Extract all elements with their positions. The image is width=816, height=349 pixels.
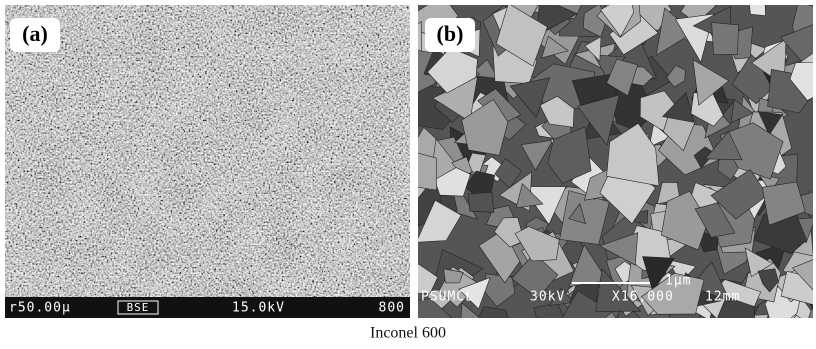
info-text: 12mm — [705, 290, 740, 305]
info-text: X16,000 — [612, 290, 674, 305]
facet — [468, 192, 494, 212]
scale-text: 1μm — [665, 274, 691, 289]
info-text: BSE — [127, 301, 150, 314]
info-text: r50.00μ — [9, 301, 71, 316]
facet — [712, 22, 739, 54]
panel-label: (b) — [437, 21, 464, 46]
panel-b: 1μm PSUMCL 30kV X16,000 12mm (b) — [387, 0, 816, 344]
info-text: 30kV — [530, 290, 565, 305]
info-text: PSUMCL — [421, 290, 474, 305]
panel-a: r50.00μ BSE 15.0kV 800 (a) — [5, 5, 410, 318]
panel-label: (a) — [22, 21, 48, 46]
info-text: 15.0kV — [232, 301, 285, 316]
texture-overlay — [5, 5, 410, 297]
caption: Inconel 600 — [370, 325, 446, 342]
figure: r50.00μ BSE 15.0kV 800 (a) 1μm PSUMCL 30… — [0, 0, 816, 344]
facet — [787, 315, 806, 339]
info-text: 800 — [379, 301, 405, 316]
facet — [748, 0, 766, 16]
facet — [700, 315, 734, 344]
